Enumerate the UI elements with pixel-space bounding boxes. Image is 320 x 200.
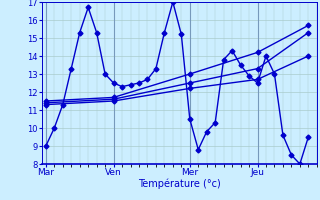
X-axis label: Température (°c): Température (°c) [138, 179, 220, 189]
